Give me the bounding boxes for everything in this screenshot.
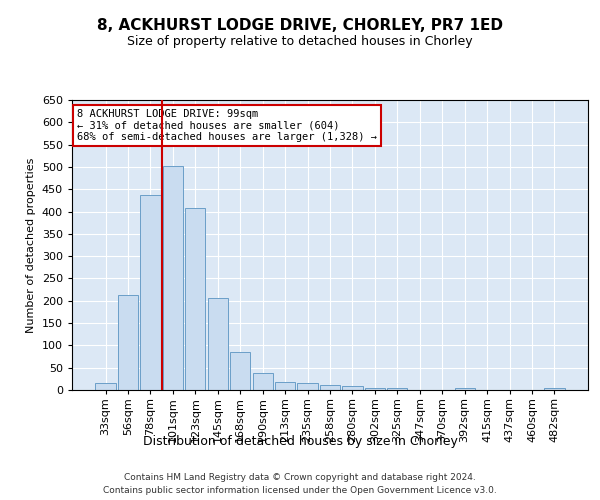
Bar [455, 388, 475, 390]
Bar [95, 384, 116, 390]
Bar [544, 388, 565, 390]
Y-axis label: Number of detached properties: Number of detached properties [26, 158, 36, 332]
Text: 8, ACKHURST LODGE DRIVE, CHORLEY, PR7 1ED: 8, ACKHURST LODGE DRIVE, CHORLEY, PR7 1E… [97, 18, 503, 32]
Bar [230, 352, 250, 390]
Text: Size of property relative to detached houses in Chorley: Size of property relative to detached ho… [127, 34, 473, 48]
Bar [140, 194, 161, 390]
Bar [343, 386, 362, 390]
Bar [275, 382, 295, 390]
Text: Contains HM Land Registry data © Crown copyright and database right 2024.: Contains HM Land Registry data © Crown c… [124, 472, 476, 482]
Bar [298, 384, 317, 390]
Text: 8 ACKHURST LODGE DRIVE: 99sqm
← 31% of detached houses are smaller (604)
68% of : 8 ACKHURST LODGE DRIVE: 99sqm ← 31% of d… [77, 108, 377, 142]
Text: Contains public sector information licensed under the Open Government Licence v3: Contains public sector information licen… [103, 486, 497, 495]
Bar [163, 166, 183, 390]
Bar [365, 388, 385, 390]
Bar [387, 388, 407, 390]
Bar [208, 298, 228, 390]
Bar [185, 208, 205, 390]
Bar [118, 296, 138, 390]
Bar [253, 373, 273, 390]
Text: Distribution of detached houses by size in Chorley: Distribution of detached houses by size … [143, 435, 457, 448]
Bar [320, 384, 340, 390]
